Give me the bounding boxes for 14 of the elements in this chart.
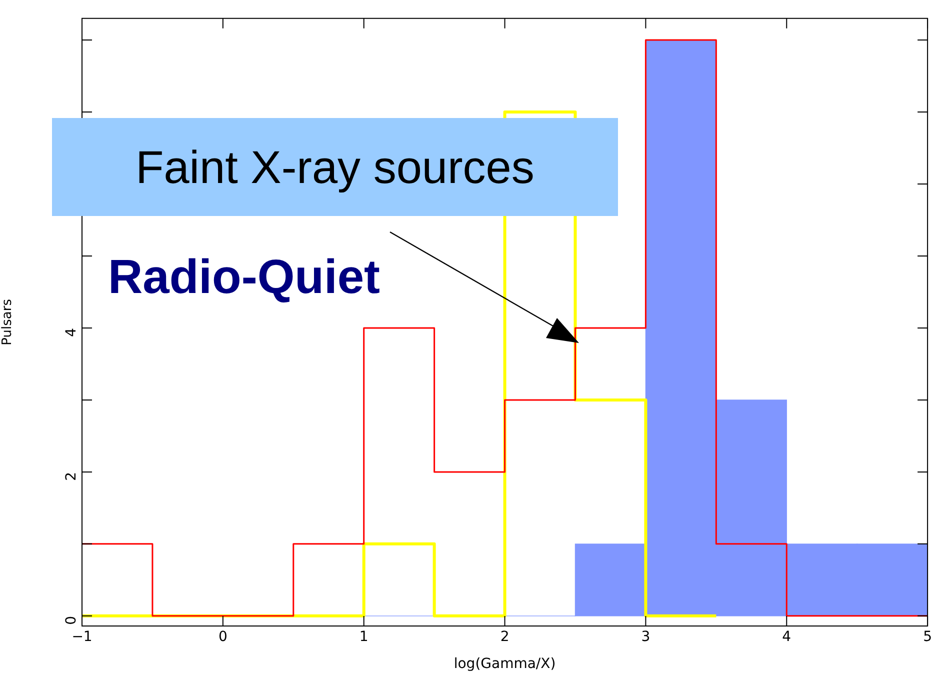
x-tick-label: 4 xyxy=(782,629,792,646)
callout-box: Faint X-ray sources xyxy=(52,118,618,216)
y-tick-label: 4 xyxy=(64,328,80,337)
annotation: Radio-Quiet xyxy=(108,250,380,305)
x-tick-label: 2 xyxy=(500,629,510,646)
x-tick-label: 1 xyxy=(359,629,368,646)
x-tick-label: 0 xyxy=(218,629,228,646)
x-axis-title: log(Gamma/X) xyxy=(454,656,556,672)
y-tick-label: 2 xyxy=(64,472,80,481)
y-axis-title: Pulsars xyxy=(0,298,16,346)
x-tick-label: 5 xyxy=(923,629,932,646)
x-tick-label: 3 xyxy=(641,629,650,646)
x-tick-label: −1 xyxy=(72,629,92,646)
y-tick-label: 0 xyxy=(64,616,80,625)
